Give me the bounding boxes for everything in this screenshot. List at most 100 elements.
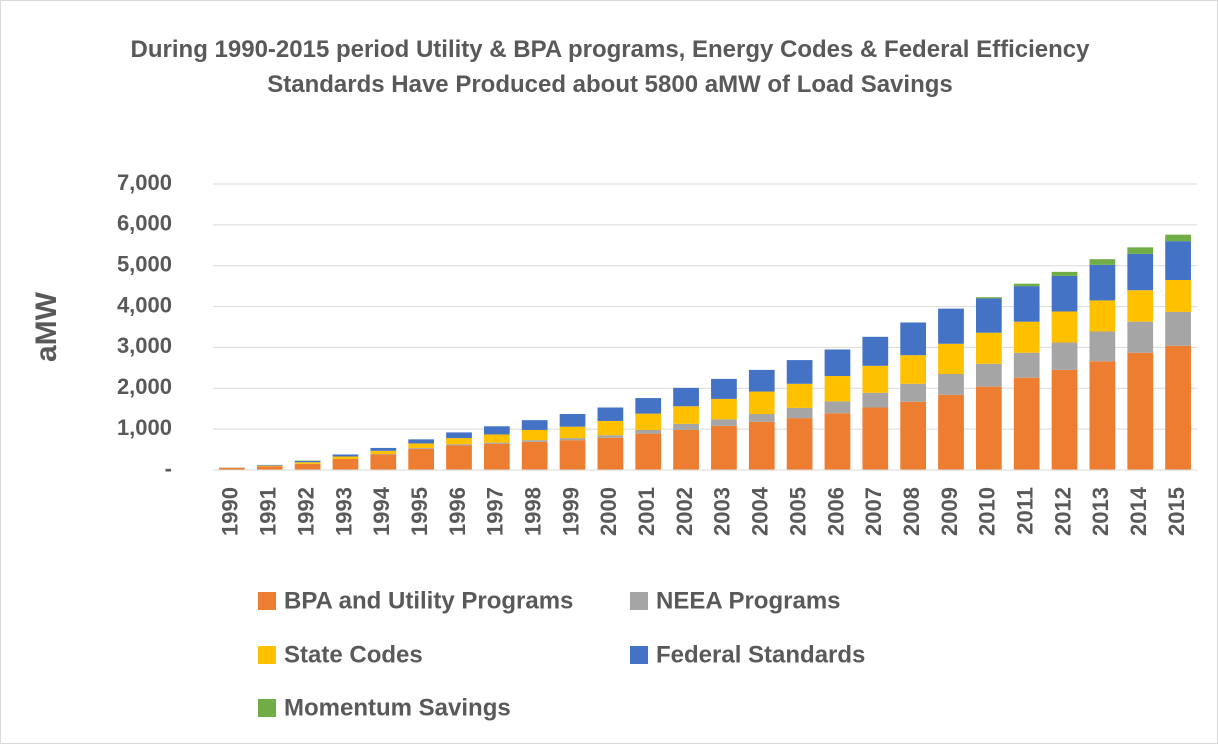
bar-segment: [711, 419, 737, 426]
bar-segment: [1165, 345, 1191, 470]
bar-segment: [786, 418, 813, 470]
legend-label: Federal Standards: [656, 641, 865, 668]
bar-segment: [294, 461, 321, 463]
x-tick-label: 2004: [748, 486, 773, 536]
x-tick-label: 1992: [293, 487, 318, 536]
x-tick-label: 2005: [785, 487, 810, 536]
bar-segment: [559, 438, 586, 441]
bar-segment: [483, 426, 510, 435]
bar-segment: [483, 442, 510, 444]
x-tick-label: 2011: [1013, 487, 1038, 535]
bar-segment: [559, 440, 586, 470]
bar-segment: [748, 391, 775, 415]
bar-segment: [256, 465, 283, 466]
x-tick-label: 1990: [218, 487, 243, 536]
bar-segment: [1127, 247, 1154, 254]
bar-segment: [711, 398, 737, 420]
bar-segment: [521, 440, 548, 442]
bar-segment: [673, 387, 699, 407]
bar-segment: [938, 308, 964, 344]
x-tick-label: 2014: [1126, 486, 1151, 536]
bar-segment: [900, 322, 927, 356]
bar-segment: [824, 413, 851, 470]
x-tick-label: 2007: [861, 487, 886, 536]
bar-segment: [1051, 311, 1078, 343]
x-tick-label: 2008: [899, 487, 924, 536]
bar-segment: [1013, 286, 1040, 322]
bar-segment: [597, 437, 624, 470]
bar-segment: [748, 369, 775, 392]
x-tick-label: 1995: [407, 487, 432, 536]
bar-segment: [597, 420, 624, 436]
bar-segment: [597, 435, 624, 438]
legend-swatch: [258, 699, 276, 717]
bar-segment: [332, 456, 359, 459]
bar-segment: [446, 444, 472, 446]
x-tick-label: 2006: [823, 487, 848, 536]
x-tick-label: 1994: [369, 486, 394, 536]
bar-segment: [748, 414, 775, 422]
bar-segment: [1127, 352, 1154, 470]
bar-segment: [1089, 361, 1116, 470]
chart-title: During 1990-2015 period Utility & BPA pr…: [130, 36, 1090, 98]
legend-swatch: [630, 592, 648, 610]
bar-segment: [635, 433, 662, 470]
bar-segment: [256, 466, 283, 470]
bar-segment: [975, 298, 1002, 333]
bar-segment: [635, 413, 662, 430]
bar-segment: [219, 467, 245, 470]
bar-segment: [408, 447, 435, 449]
x-tick-label: 1999: [558, 487, 583, 536]
bar-segment: [370, 454, 397, 470]
y-tick-label: 1,000: [117, 415, 172, 440]
bar-segment: [446, 432, 472, 439]
bar-segment: [673, 429, 699, 470]
bar-segment: [446, 445, 472, 470]
bar-segment: [1051, 369, 1078, 470]
bar-segment: [1089, 259, 1116, 265]
x-tick-label: 1996: [445, 487, 470, 536]
x-tick-label: 2013: [1088, 487, 1113, 536]
bar-segment: [370, 450, 397, 455]
x-tick-label: 1993: [331, 487, 356, 536]
x-tick-label: 2000: [596, 487, 621, 536]
bar-segment: [748, 421, 775, 470]
bar-segment: [1165, 234, 1191, 242]
bar-segment: [975, 386, 1002, 470]
y-tick-label: 6,000: [117, 211, 172, 236]
bar-segment: [938, 343, 964, 374]
y-tick-label: 2,000: [117, 374, 172, 399]
bar-segment: [1051, 342, 1078, 370]
bar-segment: [483, 443, 510, 470]
legend-swatch: [258, 592, 276, 610]
bar-segment: [256, 465, 283, 467]
bar-segment: [294, 462, 321, 464]
y-axis-label: aMW: [30, 291, 63, 362]
bar-segment: [975, 297, 1002, 299]
bar-segment: [446, 438, 472, 445]
bar-segment: [862, 407, 889, 470]
bar-segment: [408, 443, 435, 448]
bar-segment: [900, 383, 927, 402]
bar-segment: [824, 376, 851, 402]
bar-segment: [483, 434, 510, 443]
y-tick-label: 7,000: [117, 170, 172, 195]
legend-label: NEEA Programs: [656, 587, 841, 614]
legend-label: Momentum Savings: [284, 694, 511, 721]
bar-segment: [332, 454, 359, 457]
bar-segment: [294, 463, 321, 470]
x-tick-label: 2015: [1164, 487, 1189, 536]
bar-segment: [635, 429, 662, 434]
bar-segment: [824, 401, 851, 414]
bar-segment: [332, 458, 359, 470]
bar-segment: [408, 439, 435, 444]
legend-swatch: [258, 646, 276, 664]
bar-segment: [1051, 275, 1078, 312]
bar-segment: [559, 414, 586, 427]
x-tick-label: 1998: [521, 487, 546, 536]
bar-segment: [862, 392, 889, 408]
y-tick-label: 3,000: [117, 333, 172, 358]
legend-swatch: [630, 646, 648, 664]
x-tick-label: 2012: [1050, 487, 1075, 536]
